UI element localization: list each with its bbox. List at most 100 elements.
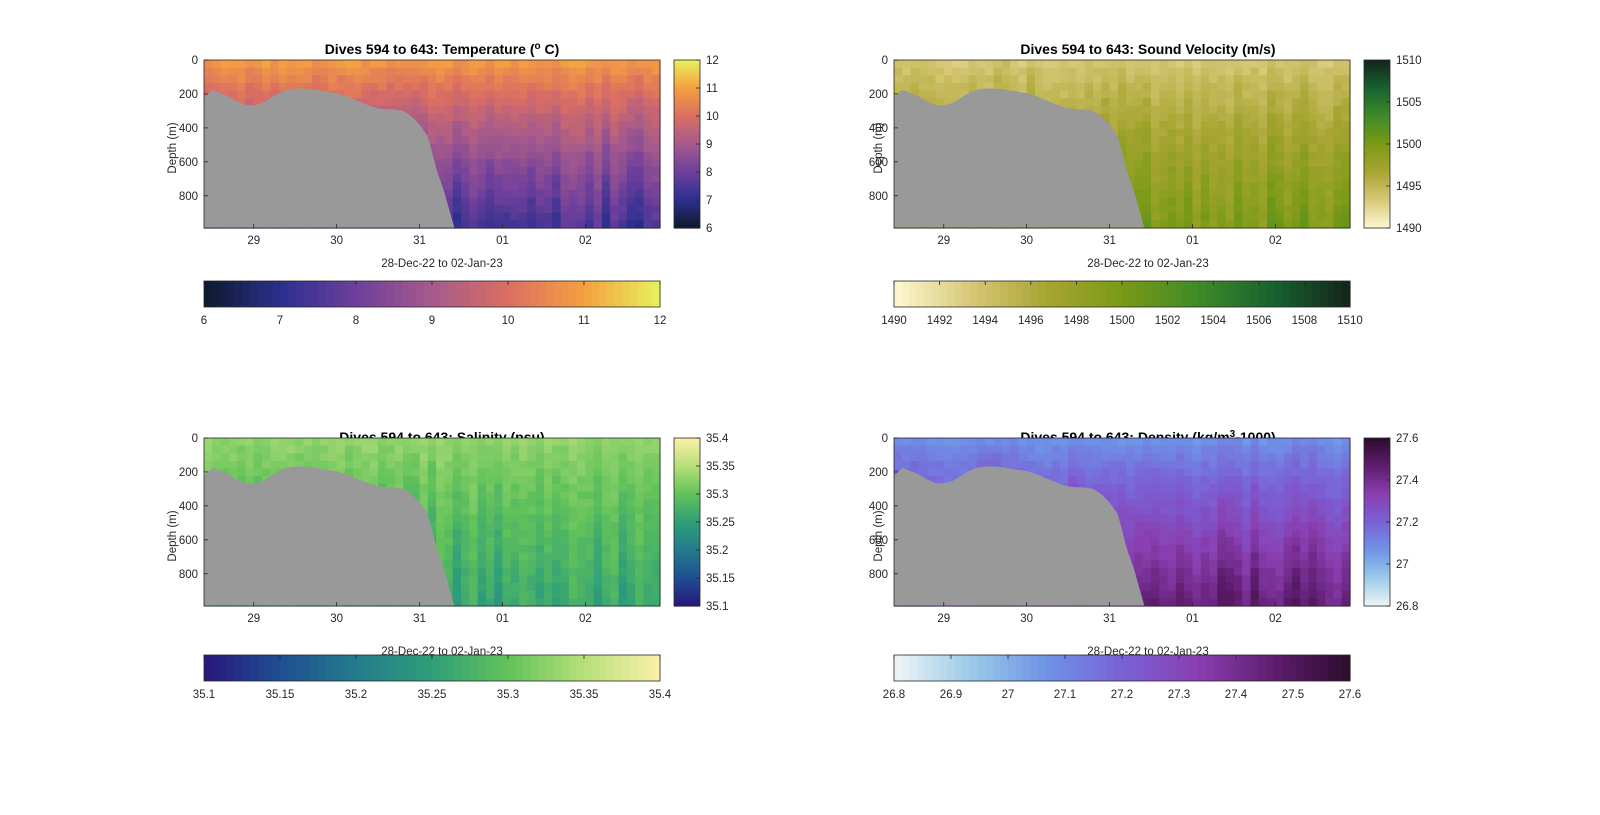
heatmap-cell bbox=[527, 182, 537, 191]
heatmap-cell bbox=[394, 453, 404, 462]
heatmap-cell bbox=[469, 151, 479, 160]
heatmap-cell bbox=[543, 212, 553, 221]
heatmap-cell bbox=[320, 445, 329, 454]
heatmap-cell bbox=[485, 560, 495, 569]
heatmap-cell bbox=[543, 189, 553, 199]
heatmap-cell bbox=[461, 575, 470, 584]
colorbar-segment bbox=[674, 485, 700, 489]
heatmap-cell bbox=[1209, 98, 1218, 107]
heatmap-cell bbox=[452, 182, 462, 191]
heatmap-cell bbox=[552, 82, 562, 92]
heatmap-cell bbox=[1316, 189, 1326, 199]
heatmap-cell bbox=[894, 445, 903, 454]
heatmap-cell bbox=[286, 438, 296, 447]
heatmap-cell bbox=[1167, 583, 1177, 592]
heatmap-cell bbox=[651, 121, 661, 130]
colorbar-segment bbox=[674, 446, 700, 450]
heatmap-cell bbox=[1109, 476, 1119, 485]
colorbar-segment bbox=[674, 124, 700, 128]
heatmap-cell bbox=[1308, 159, 1318, 168]
heatmap-cell bbox=[902, 67, 912, 76]
heatmap-cell bbox=[543, 453, 553, 462]
heatmap-cell bbox=[968, 460, 978, 470]
colorbar-segment bbox=[674, 482, 700, 487]
heatmap-cell bbox=[295, 82, 305, 92]
heatmap-cell bbox=[1167, 476, 1177, 485]
heatmap-cell bbox=[1101, 476, 1111, 485]
heatmap-cell bbox=[1092, 67, 1102, 76]
heatmap-cell bbox=[461, 166, 470, 176]
heatmap-cell bbox=[494, 529, 504, 538]
colorbar-segment bbox=[674, 449, 700, 453]
heatmap-cell bbox=[1209, 197, 1218, 206]
colorbar-segment bbox=[401, 281, 410, 307]
heatmap-cell bbox=[1034, 453, 1044, 462]
heatmap-cell bbox=[1316, 82, 1326, 92]
heatmap-cell bbox=[1184, 144, 1194, 153]
heatmap-cell bbox=[1159, 113, 1169, 122]
heatmap-cell bbox=[1159, 499, 1169, 508]
heatmap-cell bbox=[1117, 113, 1127, 122]
heatmap-cell bbox=[303, 438, 313, 447]
heatmap-cell bbox=[461, 121, 470, 130]
heatmap-cell bbox=[1192, 144, 1202, 153]
heatmap-cell bbox=[1308, 151, 1318, 160]
heatmap-cell bbox=[1225, 105, 1235, 115]
heatmap-cell bbox=[519, 90, 528, 99]
heatmap-cell bbox=[535, 128, 545, 137]
heatmap-cell bbox=[427, 75, 437, 84]
heatmap-cell bbox=[245, 67, 255, 76]
heatmap-cell bbox=[577, 98, 586, 107]
heatmap-cell bbox=[1258, 205, 1268, 214]
heatmap-cell bbox=[477, 598, 487, 607]
colorbar-segment bbox=[211, 655, 220, 681]
heatmap-cell bbox=[461, 537, 470, 546]
heatmap-cell bbox=[543, 514, 553, 523]
heatmap-cell bbox=[993, 75, 1003, 84]
heatmap-cell bbox=[386, 468, 396, 477]
heatmap-cell bbox=[552, 205, 562, 214]
colorbar-segment bbox=[363, 281, 372, 307]
colorbar-segment bbox=[629, 655, 638, 681]
colorbar-segment bbox=[219, 655, 228, 681]
heatmap-cell bbox=[643, 75, 653, 84]
heatmap-cell bbox=[543, 567, 553, 577]
heatmap-cell bbox=[626, 144, 636, 153]
heatmap-cell bbox=[519, 212, 528, 221]
heatmap-cell bbox=[527, 113, 537, 122]
colorbar-segment bbox=[674, 74, 700, 78]
heatmap-cell bbox=[560, 506, 570, 515]
heatmap-cell bbox=[452, 105, 462, 115]
heatmap-cell bbox=[993, 82, 1003, 92]
heatmap-cell bbox=[593, 128, 603, 137]
colorbar-segment bbox=[204, 655, 213, 681]
heatmap-cell bbox=[1109, 491, 1119, 500]
heatmap-cell bbox=[1142, 182, 1152, 191]
heatmap-cell bbox=[1117, 438, 1127, 447]
heatmap-cell bbox=[1300, 75, 1310, 84]
heatmap-cell bbox=[502, 90, 512, 99]
heatmap-cell bbox=[1034, 445, 1044, 454]
heatmap-cell bbox=[494, 468, 504, 477]
heatmap-cell bbox=[519, 105, 528, 115]
heatmap-cell bbox=[1275, 105, 1285, 115]
colorbar-segment bbox=[432, 281, 441, 307]
heatmap-cell bbox=[1283, 121, 1293, 130]
heatmap-cell bbox=[1126, 522, 1136, 531]
heatmap-cell bbox=[1043, 453, 1053, 462]
heatmap-cell bbox=[278, 445, 288, 454]
heatmap-cell bbox=[469, 197, 479, 206]
heatmap-cell bbox=[452, 506, 462, 515]
heatmap-cell bbox=[519, 514, 528, 523]
heatmap-cell bbox=[1291, 67, 1301, 76]
heatmap-cell bbox=[394, 483, 404, 493]
heatmap-cell bbox=[228, 453, 238, 462]
heatmap-cell bbox=[568, 212, 578, 221]
heatmap-cell bbox=[303, 75, 313, 84]
heatmap-cell bbox=[502, 166, 512, 176]
heatmap-cell bbox=[568, 476, 578, 485]
heatmap-cell bbox=[1167, 567, 1177, 577]
heatmap-cell bbox=[593, 136, 603, 145]
heatmap-cell bbox=[626, 598, 636, 607]
heatmap-cell bbox=[1142, 560, 1152, 569]
